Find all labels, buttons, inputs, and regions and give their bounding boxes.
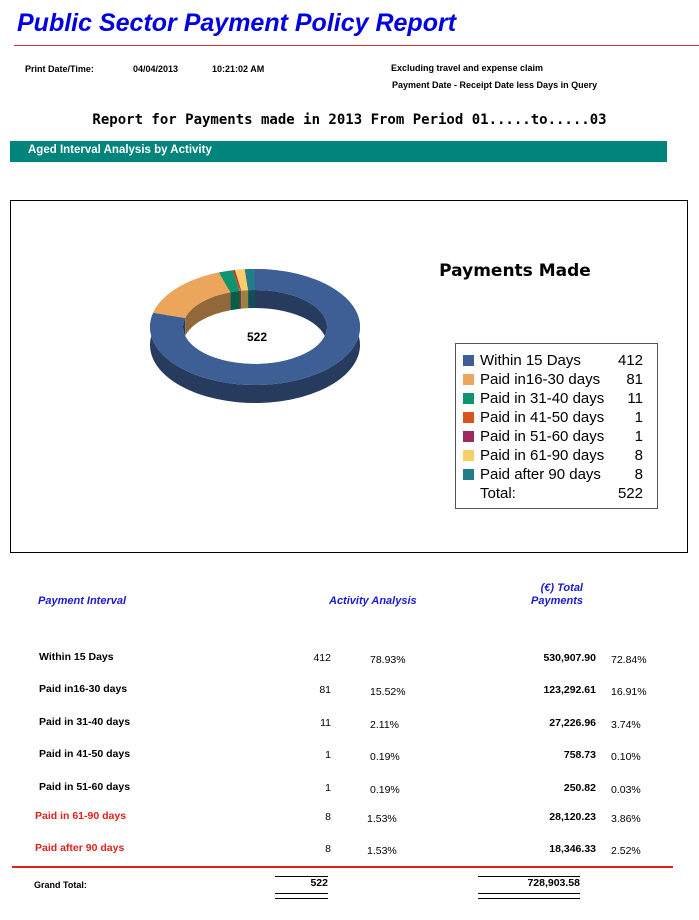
note: Excluding travel and expense claim <box>391 63 544 73</box>
amount-percent: 2.52% <box>611 845 641 857</box>
amount: 530,907.90 <box>543 652 596 664</box>
section-bar <box>10 141 667 162</box>
amount: 123,292.61 <box>543 684 596 696</box>
amount: 27,226.96 <box>549 717 596 729</box>
row-label: Paid after 90 days <box>35 842 125 854</box>
count-percent: 15.52% <box>370 686 406 698</box>
column-header: Activity Analysis <box>329 595 417 607</box>
amount-percent: 0.10% <box>611 751 641 763</box>
legend-swatch <box>463 355 474 366</box>
count: 412 <box>313 652 331 664</box>
print-date: 04/04/2013 <box>133 64 179 74</box>
count-percent: 1.53% <box>367 845 397 857</box>
count-percent: 1.53% <box>367 813 397 825</box>
count-percent: 0.19% <box>370 751 400 763</box>
row-label: Paid in 41-50 days <box>39 748 131 760</box>
legend-value: 1 <box>635 428 643 445</box>
legend-value: 8 <box>635 447 643 464</box>
legend-swatch <box>463 393 474 404</box>
legend-label: Paid in 61-90 days <box>480 447 604 464</box>
slice <box>234 269 249 291</box>
print-label: Print Date/Time: <box>25 64 94 74</box>
column-header: (€) Total Payments <box>531 582 583 607</box>
print-time: 10:21:02 AM <box>212 64 265 74</box>
chart-title: Payments Made <box>439 261 591 281</box>
rule <box>478 893 580 899</box>
legend-label: Paid after 90 days <box>480 466 601 483</box>
legend-swatch <box>463 412 474 423</box>
slice <box>150 269 360 385</box>
count: 8 <box>325 843 331 855</box>
legend-value: 1 <box>635 409 643 426</box>
count: 1 <box>325 749 331 761</box>
legend-total-label: Total: <box>480 485 516 502</box>
total-label: Grand Total: <box>34 880 87 890</box>
chart-frame <box>10 200 688 553</box>
amount: 28,120.23 <box>549 811 596 823</box>
row-label: Within 15 Days <box>39 651 114 663</box>
slice-side <box>230 290 240 311</box>
section-title: Aged Interval Analysis by Activity <box>28 144 212 156</box>
amount-percent: 0.03% <box>611 784 641 796</box>
legend-value: 81 <box>626 371 643 388</box>
legend-total: 522 <box>618 485 643 502</box>
legend-label: Paid in 31-40 days <box>480 390 604 407</box>
count: 1 <box>325 782 331 794</box>
total-count: 522 <box>310 877 328 889</box>
total-amount: 728,903.58 <box>527 877 580 889</box>
rule <box>275 876 328 877</box>
legend-value: 11 <box>627 390 643 407</box>
legend-swatch <box>463 431 474 442</box>
count-percent: 0.19% <box>370 784 400 796</box>
slice <box>233 270 242 291</box>
legend-swatch <box>463 469 474 480</box>
report-title: Report for Payments made in 2013 From Pe… <box>92 112 607 128</box>
chart: Payments Made 522 Within 15 Days 412 Paid i… <box>10 200 688 553</box>
amount-percent: 3.74% <box>611 719 641 731</box>
legend-box <box>455 343 658 509</box>
count: 81 <box>319 684 331 696</box>
slice-side <box>241 290 249 309</box>
row-label: Paid in 61-90 days <box>35 810 127 822</box>
legend-swatch <box>463 450 474 461</box>
legend-label: Within 15 Days <box>480 352 581 369</box>
legend-label: Paid in16-30 days <box>480 371 600 388</box>
rule <box>12 866 673 868</box>
slice-side <box>185 292 231 336</box>
legend-value: 412 <box>618 352 643 369</box>
rule <box>14 45 699 46</box>
rule <box>275 893 328 899</box>
slice <box>153 272 231 318</box>
report-heading: Public Sector Payment Policy Report <box>17 9 457 37</box>
amount: 758.73 <box>563 749 596 761</box>
amount: 250.82 <box>563 782 596 794</box>
slice <box>244 269 255 291</box>
row-label: Paid in 51-60 days <box>39 781 131 793</box>
row-label: Paid in16-30 days <box>39 683 128 695</box>
legend-label: Paid in 51-60 days <box>480 428 604 445</box>
amount: 18,346.33 <box>549 843 596 855</box>
note: Payment Date - Receipt Date less Days in… <box>392 80 598 90</box>
row-label: Paid in 31-40 days <box>39 716 131 728</box>
count: 11 <box>320 717 331 729</box>
slice-side <box>248 290 255 309</box>
legend-swatch <box>463 374 474 385</box>
slice-side <box>239 290 241 309</box>
legend-value: 8 <box>635 466 643 483</box>
center-label: 522 <box>247 330 267 344</box>
slice-side <box>240 290 242 309</box>
legend-label: Paid in 41-50 days <box>480 409 604 426</box>
count-percent: 78.93% <box>370 654 406 666</box>
amount-percent: 72.84% <box>611 654 647 666</box>
rule <box>478 876 580 877</box>
count-percent: 2.11% <box>370 719 399 731</box>
slice <box>219 270 240 293</box>
column-header: Payment Interval <box>38 595 127 607</box>
amount-percent: 16.91% <box>611 686 647 698</box>
count: 8 <box>325 811 331 823</box>
slice <box>232 270 241 291</box>
amount-percent: 3.86% <box>611 813 641 825</box>
